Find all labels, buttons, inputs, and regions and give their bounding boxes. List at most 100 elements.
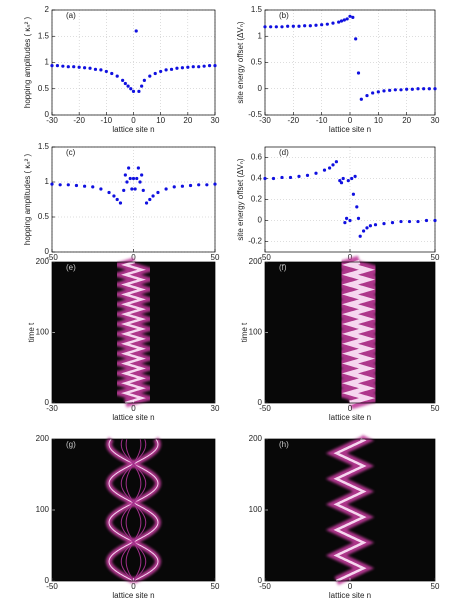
data-point	[343, 221, 347, 225]
y-tick-label: 1	[45, 58, 50, 67]
data-point	[303, 24, 307, 28]
x-axis-label: lattice site n	[112, 591, 154, 599]
data-point	[153, 71, 157, 76]
heatmap-image	[106, 437, 161, 584]
data-point	[382, 222, 386, 226]
data-point	[141, 188, 145, 192]
x-tick-label: -50	[259, 582, 271, 591]
data-point	[297, 24, 301, 28]
plot-frame	[264, 438, 436, 582]
x-axis-label: lattice site n	[329, 125, 371, 134]
panel-label: (f)	[279, 263, 287, 272]
data-point	[345, 17, 349, 21]
x-tick-label: 30	[431, 116, 440, 125]
y-tick-label: -0.5	[248, 110, 262, 119]
y-tick-label: 100	[249, 505, 263, 514]
data-point	[424, 218, 429, 223]
data-point	[368, 224, 372, 228]
data-point	[137, 89, 141, 93]
y-tick-label: 100	[36, 505, 50, 514]
data-point	[207, 64, 212, 68]
data-point	[365, 226, 369, 230]
data-point	[135, 176, 139, 181]
data-point	[288, 175, 293, 180]
y-axis-label: time t	[240, 322, 249, 342]
x-tick-label: -10	[101, 116, 113, 125]
data-point	[356, 71, 361, 75]
data-point	[131, 89, 136, 93]
data-point	[308, 24, 312, 28]
data-point	[416, 219, 420, 224]
data-point	[345, 216, 349, 220]
x-tick-label: 0	[348, 582, 353, 591]
data-point	[388, 88, 392, 92]
data-point	[197, 65, 201, 69]
data-point	[148, 74, 152, 78]
data-point	[151, 194, 155, 198]
y-tick-label: 2	[45, 5, 50, 14]
data-point	[156, 190, 160, 195]
plot-frame	[264, 9, 436, 116]
panel-label: (b)	[279, 11, 289, 20]
heatmap-inner	[125, 438, 142, 582]
plot-frame	[264, 146, 436, 253]
data-point	[118, 201, 123, 205]
y-tick-label: 0	[258, 398, 263, 407]
data-point	[362, 229, 366, 233]
y-tick-label: 0.5	[38, 212, 50, 221]
heatmap-core	[333, 437, 367, 583]
data-point	[305, 173, 310, 177]
y-axis-label: site energy offset (ΔVₙ)	[236, 158, 245, 241]
y-tick-label: 1.5	[251, 5, 263, 14]
data-point	[72, 65, 76, 69]
heatmap-core	[108, 438, 159, 582]
data-point	[175, 66, 179, 70]
data-point	[115, 74, 119, 78]
plot-frame	[51, 146, 216, 253]
data-point	[280, 25, 284, 29]
plot-frame	[51, 9, 216, 116]
y-tick-label: 0	[45, 398, 50, 407]
plot-frame	[51, 438, 216, 582]
x-tick-label: 10	[156, 116, 165, 125]
x-tick-label: -20	[73, 116, 85, 125]
data-point	[325, 22, 329, 26]
data-point	[331, 21, 335, 25]
data-point	[50, 182, 54, 186]
data-point	[58, 183, 62, 187]
data-point	[274, 25, 278, 29]
heatmap-image	[325, 434, 375, 586]
data-point	[339, 19, 344, 23]
data-point	[427, 87, 431, 91]
data-point	[371, 91, 375, 95]
data-point	[342, 18, 346, 22]
data-point	[99, 187, 103, 191]
y-tick-label: 200	[36, 257, 50, 266]
heatmap-image	[326, 255, 391, 410]
panel-label: (a)	[66, 11, 76, 20]
data-point	[186, 65, 190, 69]
data-point	[341, 176, 345, 181]
data-point	[416, 87, 420, 91]
heatmap-core	[341, 259, 376, 406]
data-point	[348, 14, 352, 18]
y-axis-label: time t	[27, 322, 36, 342]
data-point	[346, 179, 350, 183]
x-axis-label: lattice site n	[112, 125, 154, 134]
data-point	[66, 65, 70, 69]
x-tick-label: -50	[46, 582, 58, 591]
x-tick-label: 20	[402, 116, 411, 125]
y-tick-label: 1.5	[38, 142, 50, 151]
data-point	[354, 37, 358, 41]
data-point	[159, 69, 163, 74]
x-tick-label: 0	[348, 116, 353, 125]
data-point	[353, 174, 357, 178]
x-tick-label: 50	[431, 582, 440, 591]
data-point	[169, 67, 174, 71]
heatmap-core	[121, 260, 146, 405]
x-tick-label: 0	[348, 253, 353, 262]
data-point	[144, 201, 149, 205]
heatmap-background	[52, 439, 215, 581]
panel-label: (e)	[66, 263, 76, 272]
